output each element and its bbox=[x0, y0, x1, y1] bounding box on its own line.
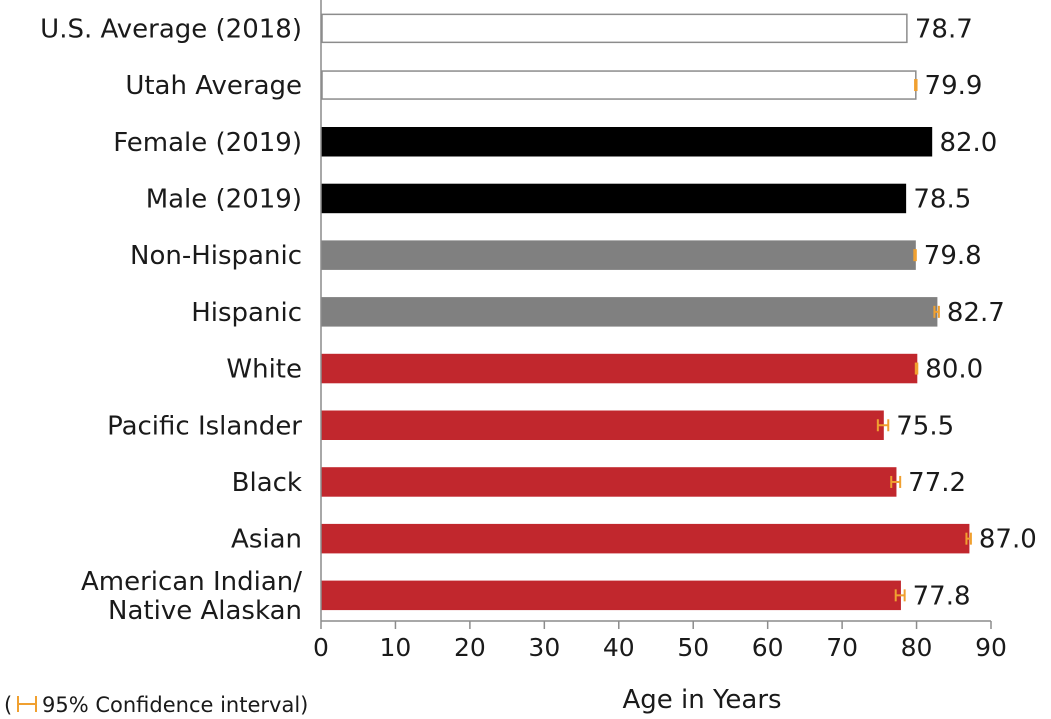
bar-row: Non-Hispanic 79.8 bbox=[130, 240, 982, 271]
confidence-interval-icon bbox=[17, 696, 37, 712]
category-label: Hispanic bbox=[191, 298, 302, 328]
x-axis-title: Age in Years bbox=[622, 685, 781, 715]
category-label: White bbox=[226, 355, 302, 385]
category-label: Asian bbox=[231, 525, 302, 555]
bar bbox=[321, 127, 933, 157]
bar bbox=[321, 183, 907, 214]
value-label: 79.9 bbox=[925, 71, 983, 101]
category-label: Utah Average bbox=[125, 71, 302, 101]
confidence-interval bbox=[965, 532, 972, 545]
bar-row: Black 77.2 bbox=[232, 467, 966, 498]
bar-row: Hispanic 82.7 bbox=[191, 297, 1005, 328]
category-label: American Indian/Native Alaskan bbox=[81, 567, 302, 626]
bar-row: Male (2019) 78.5 bbox=[146, 183, 971, 214]
x-tick-label: 0 bbox=[313, 633, 329, 662]
x-tick-label: 70 bbox=[826, 633, 858, 662]
category-label: Non-Hispanic bbox=[130, 241, 302, 271]
category-label: Pacific Islander bbox=[107, 411, 302, 441]
bar-row: American Indian/Native Alaskan 77.8 bbox=[81, 567, 971, 626]
x-tick-label: 90 bbox=[975, 633, 1007, 662]
value-label: 80.0 bbox=[925, 355, 983, 385]
value-label: 82.0 bbox=[939, 128, 997, 158]
value-label: 78.7 bbox=[915, 14, 973, 44]
category-label: Male (2019) bbox=[146, 184, 302, 214]
value-label: 78.5 bbox=[913, 184, 971, 214]
value-label: 87.0 bbox=[979, 525, 1037, 555]
value-label: 82.7 bbox=[947, 298, 1005, 328]
bars-layer: U.S. Average (2018) 78.7 Utah Average 79.9 F… bbox=[40, 13, 1037, 626]
x-tick-label: 20 bbox=[454, 633, 486, 662]
value-label: 79.8 bbox=[924, 241, 982, 271]
category-label: Female (2019) bbox=[113, 128, 302, 158]
confidence-interval bbox=[933, 305, 940, 318]
legend: ( 95% Confidence interval) bbox=[4, 693, 308, 717]
bar-row: Pacific Islander 75.5 bbox=[107, 410, 954, 441]
category-label: U.S. Average (2018) bbox=[40, 14, 302, 44]
bar bbox=[321, 467, 897, 497]
confidence-interval bbox=[876, 419, 890, 432]
x-tick-label: 80 bbox=[901, 633, 933, 662]
x-tick-label: 50 bbox=[677, 633, 709, 662]
legend-label: 95% Confidence interval) bbox=[42, 693, 308, 717]
bar bbox=[321, 70, 917, 100]
x-tick-label: 10 bbox=[380, 633, 412, 662]
confidence-interval bbox=[914, 362, 919, 375]
bar bbox=[321, 580, 901, 611]
category-label: Black bbox=[232, 468, 302, 498]
bar bbox=[321, 13, 908, 44]
bar-row: White 80.0 bbox=[226, 353, 983, 385]
bar bbox=[321, 410, 884, 440]
bar-row: Utah Average 79.9 bbox=[125, 70, 983, 101]
legend-open-paren: ( bbox=[4, 693, 12, 717]
bar-row: Female (2019) 82.0 bbox=[113, 127, 997, 158]
x-tick-label: 60 bbox=[752, 633, 784, 662]
confidence-interval bbox=[894, 589, 906, 602]
confidence-interval bbox=[913, 249, 917, 262]
bar bbox=[321, 353, 918, 384]
bar bbox=[321, 240, 916, 270]
x-tick-label: 30 bbox=[528, 633, 560, 662]
x-axis: 0 10 20 30 40 50 60 70 80 90 bbox=[313, 0, 1007, 662]
bar bbox=[321, 297, 938, 327]
confidence-interval bbox=[890, 475, 902, 488]
value-label: 77.8 bbox=[913, 581, 971, 611]
confidence-interval bbox=[914, 79, 918, 92]
x-tick-label: 40 bbox=[603, 633, 635, 662]
bar-row: Asian 87.0 bbox=[231, 523, 1037, 555]
bar bbox=[321, 523, 970, 554]
value-label: 75.5 bbox=[896, 411, 954, 441]
value-label: 77.2 bbox=[908, 468, 966, 498]
bar-row: U.S. Average (2018) 78.7 bbox=[40, 13, 973, 44]
